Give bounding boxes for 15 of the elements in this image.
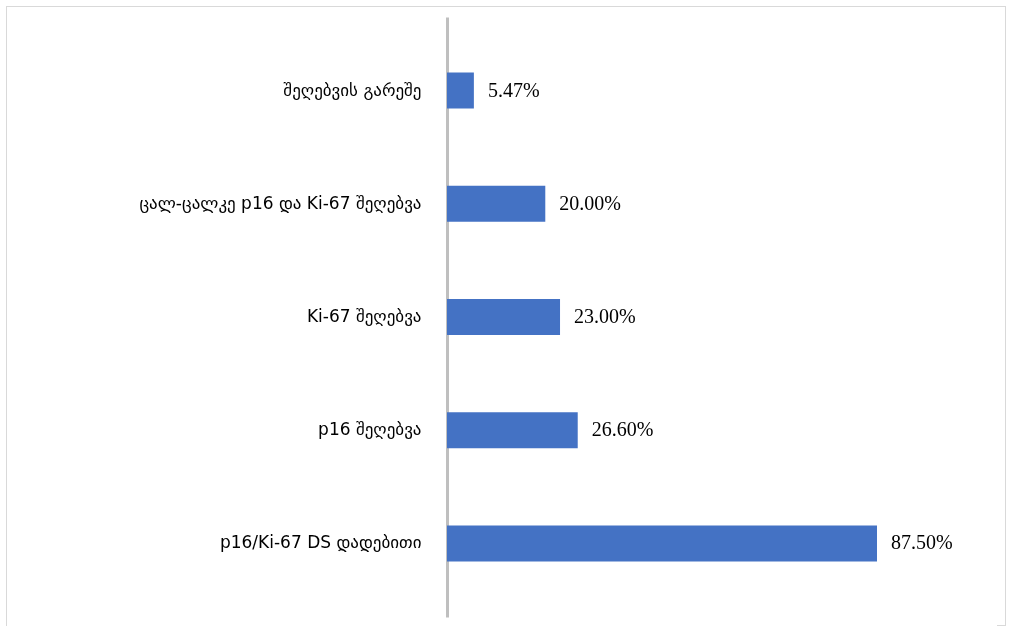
data-label: 20.00% <box>559 191 621 214</box>
bar <box>447 412 578 449</box>
bar <box>447 185 546 222</box>
data-label: 87.50% <box>891 531 953 554</box>
data-label: 5.47% <box>487 78 540 101</box>
bar <box>447 525 877 562</box>
y-tick-label: შეღებვის გარეშე <box>283 79 422 100</box>
bar <box>447 72 474 109</box>
y-tick-label: Ki-67 შეღებვა <box>306 306 422 326</box>
y-tick-label: p16 შეღებვა <box>318 419 422 440</box>
y-tick-label: p16/Ki-67 DS დადებითი <box>219 532 422 553</box>
bar <box>447 299 561 335</box>
data-label: 26.60% <box>591 418 654 441</box>
data-label: 23.00% <box>574 305 636 327</box>
y-tick-label: ცალ-ცალკე p16 და Ki-67 შეღებვა <box>139 192 422 213</box>
